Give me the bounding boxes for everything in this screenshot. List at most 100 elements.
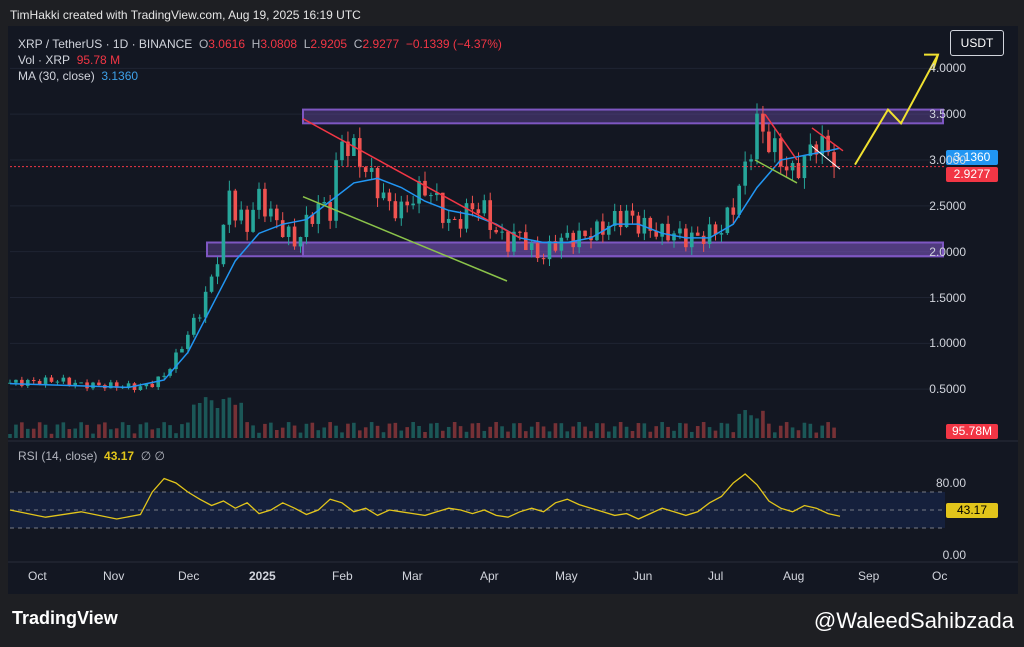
volume-bar — [114, 428, 119, 438]
volume-bar — [221, 399, 226, 438]
time-tick-label: Oc — [932, 569, 948, 583]
candle-body — [387, 192, 392, 202]
volume-bar — [8, 434, 12, 438]
volume-bar — [91, 433, 95, 438]
rsi-legend: RSI (14, close) 43.17 ∅ ∅ — [18, 449, 165, 463]
volume-bar — [506, 431, 510, 438]
volume-bar — [535, 422, 540, 438]
volume-bar — [162, 422, 166, 438]
candle-body — [20, 379, 24, 386]
candle-body — [458, 219, 463, 229]
volume-bar — [387, 423, 392, 438]
candle-body — [660, 223, 664, 237]
volume-bar — [20, 422, 24, 438]
tradingview-logo: TradingView — [12, 608, 118, 628]
candle-body — [577, 230, 581, 248]
candle-body — [672, 233, 676, 241]
volume-bar — [713, 430, 718, 438]
volume-bar — [595, 423, 599, 438]
candle-body — [37, 381, 42, 385]
candle-body — [767, 131, 771, 153]
candle-body — [772, 138, 777, 153]
candle-body — [826, 135, 830, 153]
candle-body — [559, 237, 564, 251]
candle-body — [731, 207, 736, 215]
volume-bar — [689, 431, 694, 438]
rsi-line — [9, 473, 841, 520]
volume-bar — [346, 423, 350, 438]
candle-body — [340, 141, 344, 161]
candle-body — [601, 221, 605, 235]
volume-bar — [518, 423, 522, 438]
rsi-value: 43.17 — [104, 449, 135, 463]
volume-bar — [470, 423, 475, 438]
volume-bar — [144, 422, 149, 438]
candle-body — [488, 200, 493, 230]
candle-body — [221, 224, 226, 265]
volume-bar — [452, 422, 457, 438]
candle-body — [263, 188, 267, 217]
candle-body — [832, 152, 836, 168]
candle-body — [553, 241, 558, 251]
volume-bar — [814, 432, 819, 438]
candle-body — [239, 209, 244, 221]
volume-bar — [565, 431, 570, 438]
candle-body — [678, 228, 682, 234]
candle-body — [429, 195, 433, 197]
candle-body — [203, 291, 208, 318]
volume-bar — [280, 427, 285, 438]
volume-bar — [55, 424, 60, 438]
volume-bar — [547, 431, 552, 438]
volume-bar — [802, 422, 807, 438]
candle-body — [399, 201, 404, 219]
price-tick-label: 0.5000 — [929, 382, 966, 397]
volume-bar — [743, 410, 747, 438]
volume-bar — [73, 428, 78, 438]
volume-bar — [767, 423, 771, 438]
candle-body — [790, 162, 795, 171]
candle-body — [411, 203, 415, 206]
candle-body — [108, 382, 113, 389]
volume-bar — [180, 424, 184, 438]
chart-legend: XRP / TetherUS · 1D · BINANCE O3.0616 H3… — [18, 37, 502, 83]
volume-bar — [494, 422, 498, 438]
symbol-label: XRP / TetherUS · 1D · BINANCE — [18, 37, 193, 51]
candle-body — [689, 232, 694, 248]
volume-bar — [292, 425, 297, 438]
volume-bar — [630, 431, 635, 438]
time-tick-label: Aug — [783, 569, 805, 583]
candle-body — [233, 190, 238, 221]
volume-bar — [257, 432, 261, 438]
ma-label: MA (30, close) — [18, 69, 95, 83]
volume-bar — [227, 397, 232, 438]
candle-body — [417, 180, 421, 204]
volume-bar — [666, 426, 670, 438]
pennant-top — [811, 127, 844, 152]
close-value: 2.9277 — [362, 37, 400, 51]
candle-body — [334, 160, 338, 221]
volume-bar — [304, 423, 309, 438]
candle-body — [97, 382, 101, 386]
candle-body — [328, 201, 332, 221]
volume-bar — [85, 424, 89, 438]
time-tick-label: Sep — [858, 569, 880, 583]
candle-body — [435, 192, 439, 196]
volume-bar — [239, 402, 244, 438]
candle-body — [8, 382, 12, 384]
candle-body — [500, 231, 504, 233]
volume-bar — [310, 422, 315, 438]
chart-area[interactable] — [8, 26, 1018, 594]
currency-button[interactable]: USDT — [950, 30, 1004, 56]
volume-bar — [79, 422, 83, 438]
volume-bar — [203, 397, 208, 438]
volume-bar — [340, 432, 344, 438]
volume-bar — [577, 422, 581, 438]
volume-bar — [571, 426, 576, 438]
candle-body — [618, 210, 623, 228]
volume-bar — [399, 430, 404, 438]
candle-body — [476, 209, 481, 214]
candle-body — [61, 377, 66, 382]
price-tick-label: 4.0000 — [929, 61, 966, 76]
candle-body — [369, 168, 374, 172]
